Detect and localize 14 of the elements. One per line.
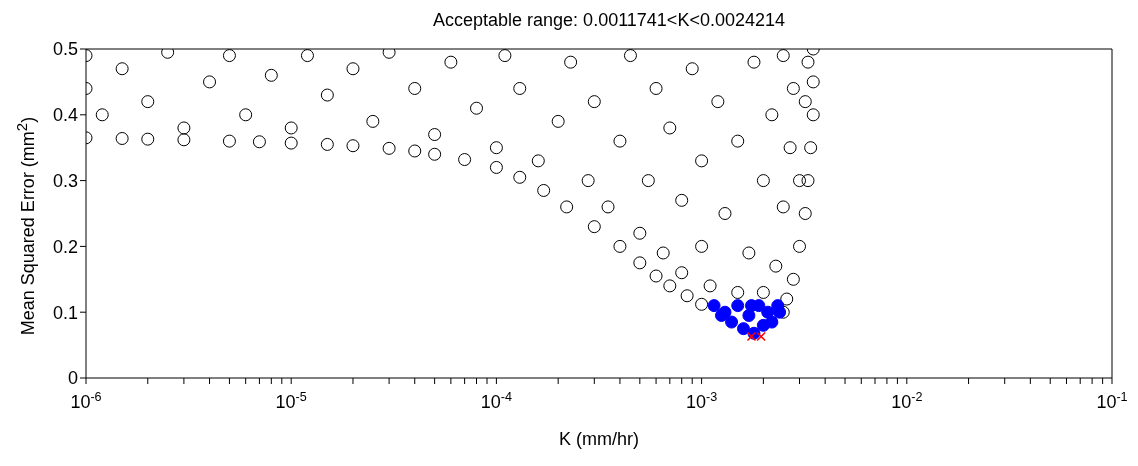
x-tick-label: 10$^{-2}$: [891, 390, 923, 412]
y-tick-label: 0.1: [52, 302, 78, 323]
y-tick-label: 0.5: [52, 39, 78, 60]
y-tick-label: 0.2: [52, 236, 78, 257]
x-tick-label: 10$^{-4}$: [480, 390, 513, 412]
x-tick-label: 10$^{-3}$: [685, 390, 718, 412]
y-tick-label: 0.4: [52, 105, 78, 126]
x-tick-label: 10$^{-6}$: [70, 390, 102, 412]
y-tick-label: 0: [67, 368, 78, 389]
x-axis-title: K (mm/hr): [559, 428, 639, 449]
y-tick-label: 0.3: [52, 170, 78, 191]
x-tick-label: 10$^{-1}$: [1096, 390, 1128, 412]
x-tick-label: 10$^{-5}$: [275, 390, 307, 412]
chart-title: Acceptable range: 0.0011741<K<0.0024214: [432, 10, 786, 31]
